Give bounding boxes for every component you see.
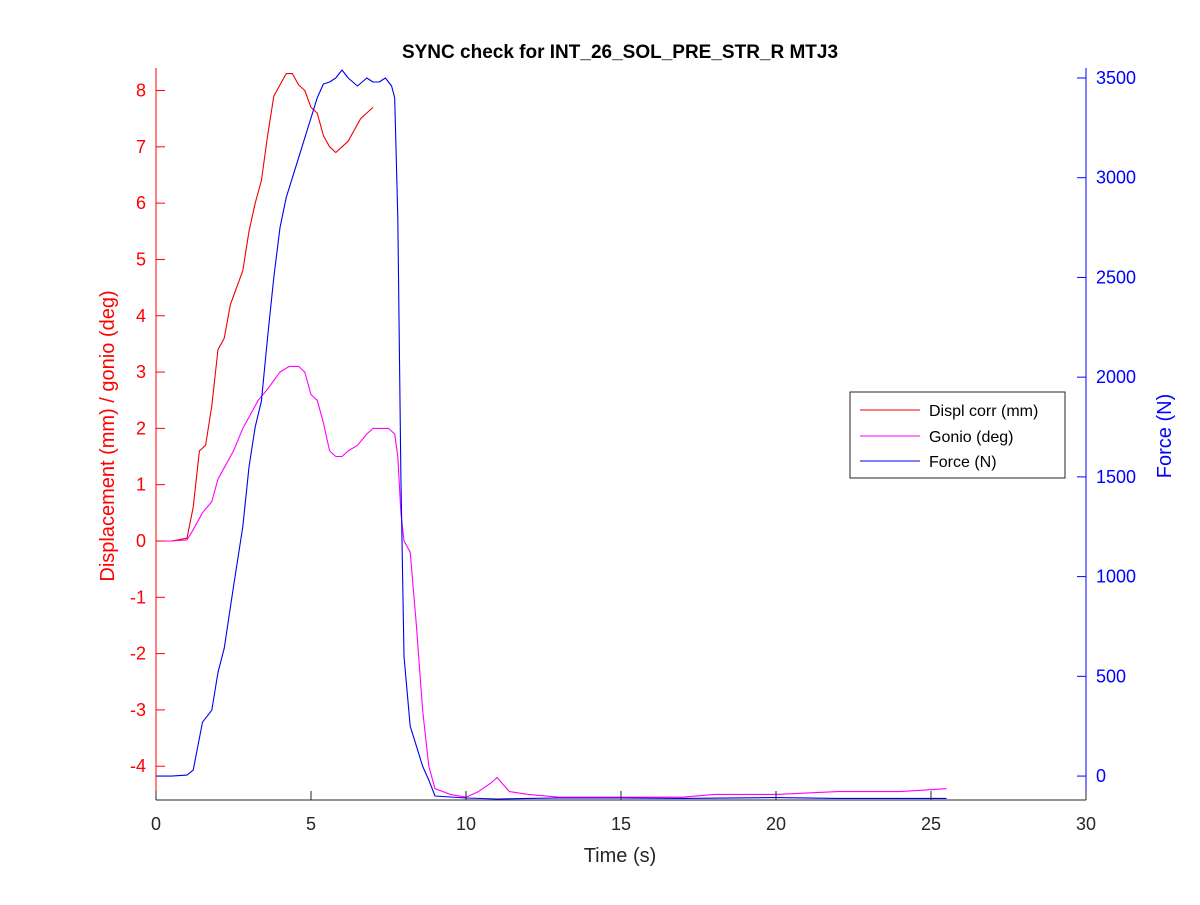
y-left-tick-label: 7 <box>136 137 146 157</box>
y-left-tick-label: 6 <box>136 193 146 213</box>
y-left-tick-label: 4 <box>136 306 146 326</box>
legend-label-force: Force (N) <box>929 454 997 471</box>
y-left-tick-label: 8 <box>136 81 146 101</box>
legend-box <box>849 391 1066 479</box>
x-tick-label: 0 <box>151 814 161 834</box>
y-left-tick-label: -2 <box>130 644 146 664</box>
y-axis-left-label: Displacement (mm) / gonio (deg) <box>97 290 119 581</box>
x-tick-label: 20 <box>766 814 786 834</box>
y-right-tick-label: 0 <box>1096 766 1106 786</box>
legend-label-gonio: Gonio (deg) <box>929 429 1014 446</box>
y-left-tick-label: -4 <box>130 756 146 776</box>
series-line-0 <box>156 73 374 542</box>
y-right-tick-label: 500 <box>1096 666 1126 686</box>
y-left-tick-label: 3 <box>136 362 146 382</box>
y-right-tick-label: 2500 <box>1096 267 1136 287</box>
y-left-tick-label: 2 <box>136 418 146 438</box>
tick-marks: 0 5 10 15 20 25 30 -4 -3 -2 -1 0 1 2 3 4 5 6 7 8 0 500 1000 150… <box>130 68 1136 834</box>
x-tick-label: 25 <box>921 814 941 834</box>
y-left-tick-label: -1 <box>130 587 146 607</box>
y-left-tick-label: 5 <box>136 249 146 269</box>
legend: Displ corr (mm) Gonio (deg) Force (N) <box>849 391 1066 479</box>
y-left-tick-label: 0 <box>136 531 146 551</box>
y-right-tick-label: 3000 <box>1096 168 1136 188</box>
y-right-tick-label: 1500 <box>1096 467 1136 487</box>
chart-title: SYNC check for INT_26_SOL_PRE_STR_R MTJ3 <box>402 42 838 63</box>
y-left-tick-label: -3 <box>130 700 146 720</box>
x-tick-label: 30 <box>1076 814 1096 834</box>
x-tick-label: 10 <box>456 814 476 834</box>
legend-label-displ: Displ corr (mm) <box>929 403 1038 420</box>
y-left-tick-label: 1 <box>136 475 146 495</box>
series-line-1 <box>156 365 947 798</box>
x-tick-label: 5 <box>306 814 316 834</box>
x-tick-label: 15 <box>611 814 631 834</box>
series-lines <box>156 69 947 800</box>
series-line-2 <box>156 69 947 800</box>
y-axis-right-label: Force (N) <box>1154 394 1176 478</box>
y-right-tick-label: 1000 <box>1096 567 1136 587</box>
y-right-tick-label: 3500 <box>1096 68 1136 88</box>
x-axis-label: Time (s) <box>584 845 657 867</box>
y-right-tick-label: 2000 <box>1096 367 1136 387</box>
